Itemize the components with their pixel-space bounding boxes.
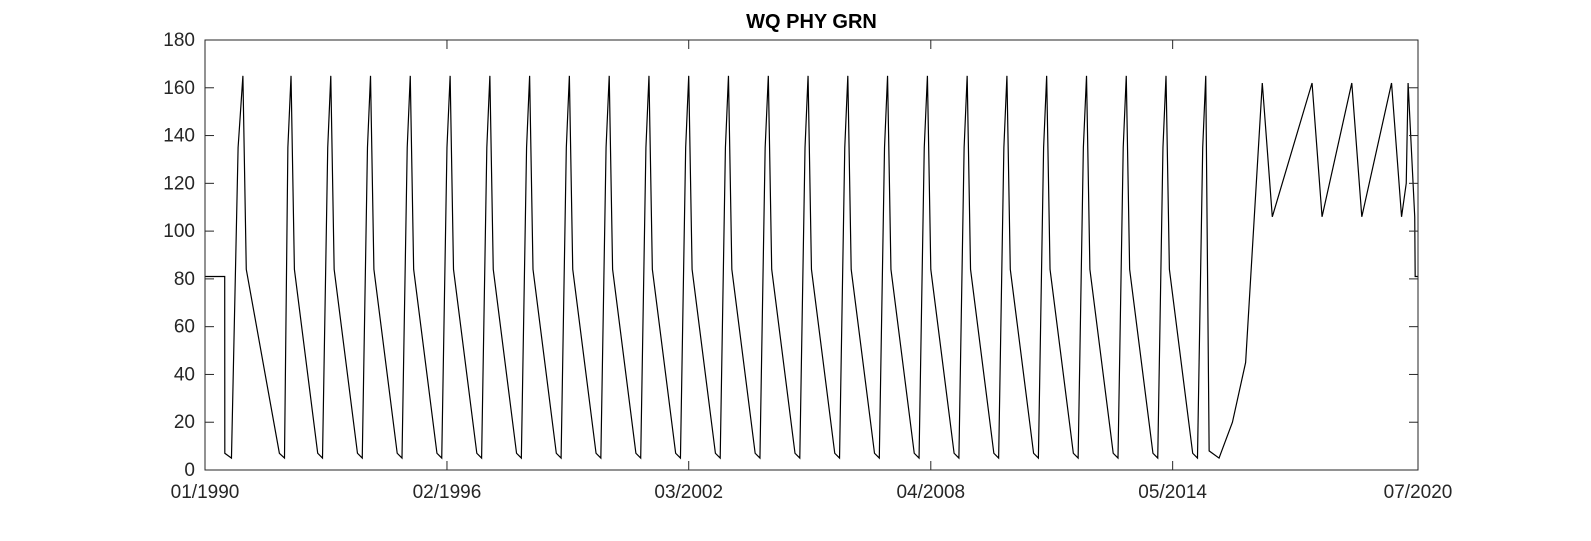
- y-tick-label: 120: [163, 173, 195, 194]
- x-tick-label: 07/2020: [1384, 482, 1453, 503]
- x-tick-label: 02/1996: [413, 482, 482, 503]
- y-tick-label: 0: [184, 460, 195, 481]
- x-tick-label: 04/2008: [896, 482, 965, 503]
- plot-area: 0 20 40 60 80 100 120 140 160 180 01/1990 02/1996 03…: [163, 30, 1452, 503]
- axes-box: [204, 39, 1419, 471]
- y-tick-label: 40: [174, 364, 195, 385]
- y-tick-label: 60: [174, 317, 195, 338]
- series-line-0: [205, 75, 1418, 460]
- y-tick-label: 180: [163, 30, 195, 51]
- y-tick-label: 80: [174, 269, 195, 290]
- y-tick-label: 100: [163, 221, 195, 242]
- y-tick-label: 20: [174, 412, 195, 433]
- y-tick-label: 160: [163, 78, 195, 99]
- chart-title: WQ PHY GRN: [746, 11, 877, 33]
- x-tick-label: 03/2002: [654, 482, 723, 503]
- y-tick-label: 140: [163, 126, 195, 147]
- x-tick-label: 01/1990: [171, 482, 240, 503]
- x-tick-label: 05/2014: [1138, 482, 1207, 503]
